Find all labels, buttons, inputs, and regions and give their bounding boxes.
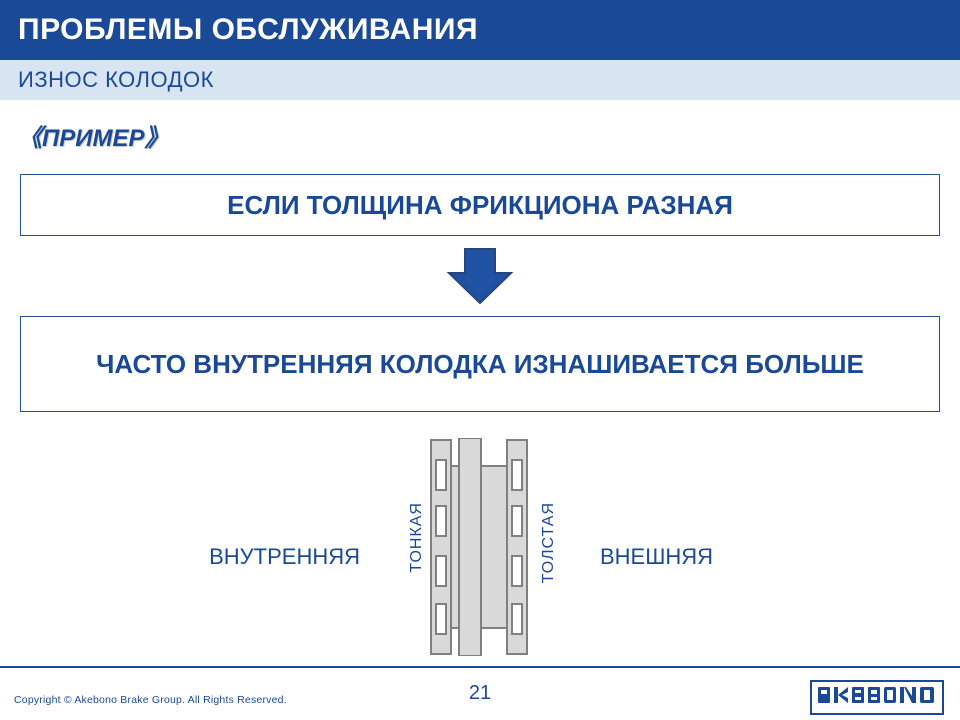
statement-1-text: ЕСЛИ ТОЛЩИНА ФРИКЦИОНА РАЗНАЯ	[227, 190, 733, 221]
statement-2-text: ЧАСТО ВНУТРЕННЯЯ КОЛОДКА ИЗНАШИВАЕТСЯ БО…	[96, 348, 864, 381]
outer-side-label: ВНЕШНЯЯ	[600, 544, 713, 570]
brake-pad-diagram: ВНУТРЕННЯЯ ВНЕШНЯЯ ТОНКАЯ ТОЛСТАЯ	[0, 432, 960, 658]
brake-assembly-icon	[425, 438, 545, 656]
thin-label: ТОНКАЯ	[408, 502, 426, 573]
title-bar: ПРОБЛЕМЫ ОБСЛУЖИВАНИЯ	[0, 0, 960, 60]
page-subtitle: ИЗНОС КОЛОДОК	[18, 67, 214, 93]
page-title: ПРОБЛЕМЫ ОБСЛУЖИВАНИЯ	[18, 13, 478, 47]
brand-logo	[810, 680, 944, 715]
example-label: 《ПРИМЕР》	[18, 118, 169, 153]
statement-box-2: ЧАСТО ВНУТРЕННЯЯ КОЛОДКА ИЗНАШИВАЕТСЯ БО…	[20, 316, 940, 412]
subtitle-bar: ИЗНОС КОЛОДОК	[0, 60, 960, 100]
inner-side-label: ВНУТРЕННЯЯ	[209, 544, 360, 570]
footer-rule	[0, 666, 960, 668]
arrow-down-icon	[445, 247, 515, 305]
slide: ПРОБЛЕМЫ ОБСЛУЖИВАНИЯ ИЗНОС КОЛОДОК 《ПРИ…	[0, 0, 960, 720]
statement-box-1: ЕСЛИ ТОЛЩИНА ФРИКЦИОНА РАЗНАЯ	[20, 174, 940, 236]
copyright-text: Copyright © Akebono Brake Group. All Rig…	[14, 694, 287, 706]
akebono-logo-icon	[810, 680, 944, 715]
down-arrow	[0, 244, 960, 308]
